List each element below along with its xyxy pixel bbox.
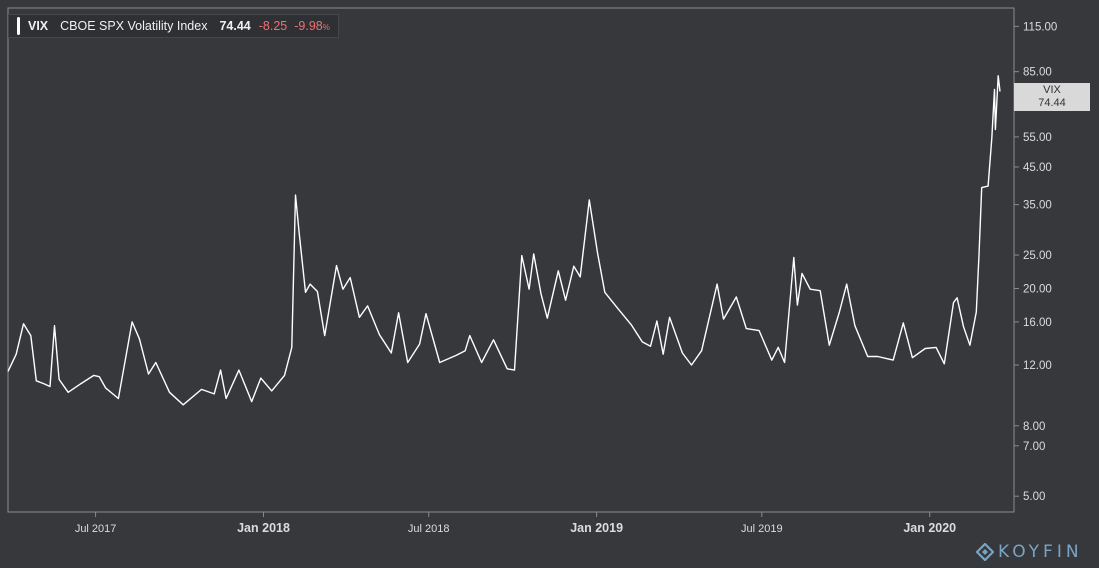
- legend-symbol: VIX: [28, 19, 49, 33]
- price-tag-value: 74.44: [1038, 97, 1066, 109]
- brand-name: KOYFIN: [998, 542, 1083, 562]
- x-tick-label: Jul 2017: [75, 523, 117, 535]
- y-tick-label: 85.00: [1023, 67, 1052, 79]
- y-tick-label: 45.00: [1023, 162, 1052, 174]
- x-tick-label: Jan 2019: [570, 521, 623, 535]
- legend-value: 74.44: [219, 19, 251, 33]
- chart-legend[interactable]: VIX CBOE SPX Volatility Index 74.44 -8.2…: [8, 14, 339, 38]
- y-tick-label: 20.00: [1023, 283, 1052, 295]
- koyfin-logo: KOYFIN: [976, 542, 1083, 562]
- y-tick-label: 5.00: [1023, 491, 1045, 503]
- x-tick-label: Jan 2018: [237, 521, 290, 535]
- y-tick-label: 7.00: [1023, 441, 1045, 453]
- x-tick-label: Jul 2019: [741, 523, 783, 535]
- legend-change: -8.25: [258, 19, 288, 33]
- y-tick-label: 25.00: [1023, 250, 1052, 262]
- y-tick-label: 55.00: [1023, 132, 1052, 144]
- y-tick-label: 16.00: [1023, 317, 1052, 329]
- series-line-vix: [7, 75, 1001, 406]
- y-tick-label: 8.00: [1023, 421, 1045, 433]
- koyfin-diamond-icon: [976, 543, 994, 561]
- legend-change-pct: -9.98%: [294, 19, 330, 33]
- y-tick-label: 115.00: [1023, 21, 1057, 33]
- y-tick-label: 35.00: [1023, 200, 1052, 212]
- x-tick-label: Jan 2020: [903, 521, 956, 535]
- last-price-tag: VIX 74.44: [1014, 83, 1090, 111]
- legend-name: CBOE SPX Volatility Index: [60, 19, 208, 33]
- series-color-marker: [17, 17, 20, 35]
- plot-frame: [7, 7, 1015, 513]
- y-tick-label: 12.00: [1023, 360, 1052, 372]
- price-tag-symbol: VIX: [1043, 84, 1061, 96]
- x-tick-label: Jul 2018: [408, 523, 450, 535]
